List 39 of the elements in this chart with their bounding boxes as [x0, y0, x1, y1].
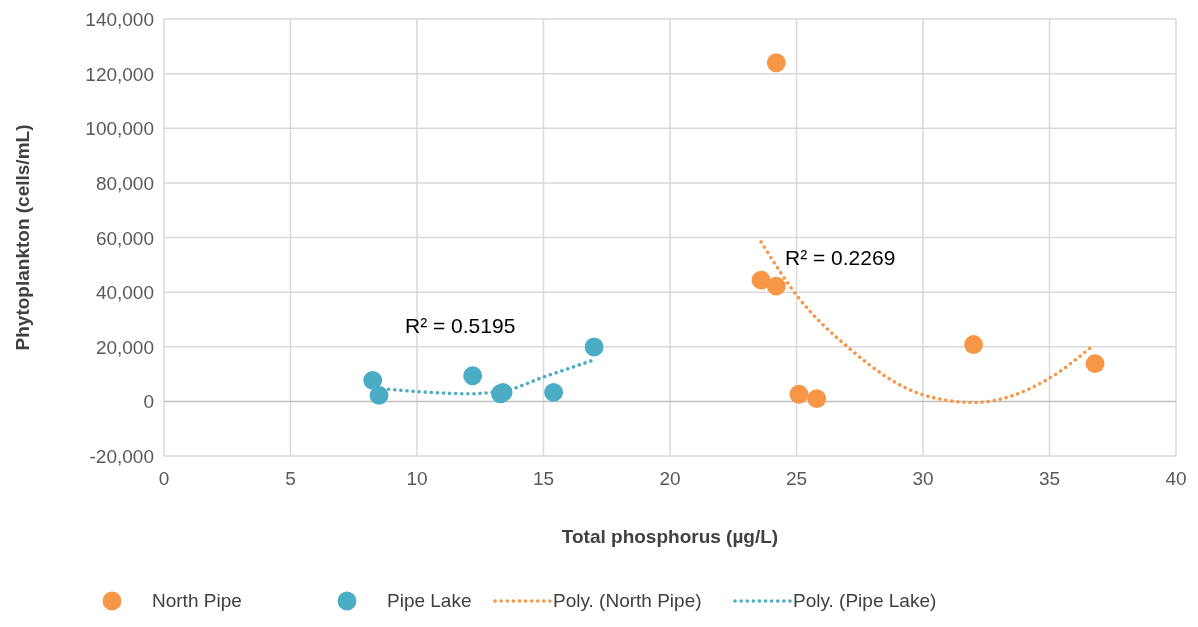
y-tick-label: -20,000: [89, 446, 154, 467]
x-tick-label: 25: [785, 468, 808, 489]
point: [463, 366, 483, 386]
point: [766, 276, 786, 296]
y-tick-label: 40,000: [95, 282, 154, 304]
annotation: R² = 0.5195: [405, 314, 516, 337]
x-tick-label: 30: [912, 468, 934, 489]
point: [1085, 354, 1105, 374]
point: [766, 53, 786, 73]
point: [369, 385, 389, 405]
y-tick-label: 100,000: [85, 118, 154, 140]
legend-label: Poly. (Pipe Lake): [793, 590, 937, 611]
y-tick-label: 120,000: [85, 63, 154, 85]
point: [964, 335, 984, 354]
point: [789, 384, 809, 404]
line-series: [759, 240, 1092, 405]
x-tick-label: 20: [659, 468, 681, 489]
y-axis-title: Phytoplankton (cells/mL): [12, 124, 33, 351]
x-tick-label: 10: [406, 468, 428, 489]
y-tick-label: 80,000: [95, 172, 154, 194]
y-tick-label: 0: [143, 391, 154, 413]
x-tick-label: 35: [1038, 468, 1061, 489]
point: [751, 270, 771, 290]
y-tick-label: 140,000: [85, 9, 154, 30]
legend-label: Pipe Lake: [387, 590, 472, 611]
annotation: R² = 0.2269: [785, 246, 896, 269]
point: [363, 370, 383, 390]
x-tick-label: 0: [158, 468, 170, 489]
x-tick-label: 40: [1165, 468, 1187, 489]
point: [544, 382, 564, 402]
legend-label: Poly. (North Pipe): [553, 590, 702, 611]
x-axis-title: Total phosphorus (µg/L): [561, 526, 779, 547]
legend-label: North Pipe: [152, 590, 242, 611]
y-tick-label: 20,000: [95, 336, 154, 358]
y-tick-label: 60,000: [95, 227, 154, 249]
point: [584, 337, 604, 357]
x-tick-label: 15: [532, 468, 555, 489]
x-tick-label: 5: [285, 468, 296, 489]
point: [807, 389, 827, 409]
